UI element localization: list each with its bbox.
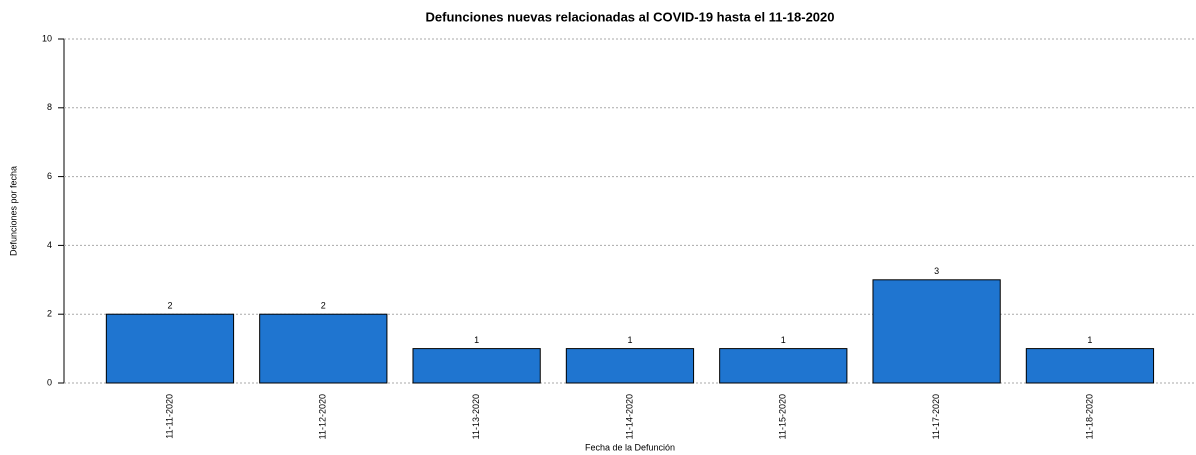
data-label: 1 (474, 335, 479, 345)
bar (259, 313, 388, 384)
data-label: 2 (321, 301, 326, 311)
x-tick-label: 11-14-2020 (624, 394, 634, 439)
bar (1025, 348, 1155, 384)
bar (719, 348, 848, 384)
data-label: 1 (781, 335, 786, 345)
y-tick-label: 10 (42, 33, 52, 43)
data-label: 1 (627, 335, 632, 345)
x-tick-label: 11-18-2020 (1084, 394, 1094, 439)
data-label: 1 (1087, 335, 1092, 345)
data-label: 2 (167, 301, 172, 311)
y-tick-label: 6 (47, 171, 52, 181)
bar (412, 348, 541, 384)
bar (105, 313, 235, 384)
y-tick-label: 2 (47, 309, 52, 319)
data-label: 3 (934, 266, 939, 276)
x-axis-title: Fecha de la Defunción (585, 442, 675, 452)
x-tick-label: 11-11-2020 (164, 394, 174, 439)
x-tick-label: 11-12-2020 (318, 394, 328, 439)
y-tick-label: 8 (47, 102, 52, 112)
x-tick-label: 11-15-2020 (778, 394, 788, 439)
bar (872, 279, 1001, 384)
y-tick-label: 0 (47, 377, 52, 387)
chart-title: Defunciones nuevas relacionadas al COVID… (426, 9, 835, 24)
y-tick-label: 4 (47, 240, 52, 250)
x-tick-label: 11-13-2020 (471, 394, 481, 439)
bar (565, 348, 695, 384)
y-axis-title: Defunciones por fecha (8, 166, 18, 256)
x-tick-label: 11-17-2020 (931, 394, 941, 439)
